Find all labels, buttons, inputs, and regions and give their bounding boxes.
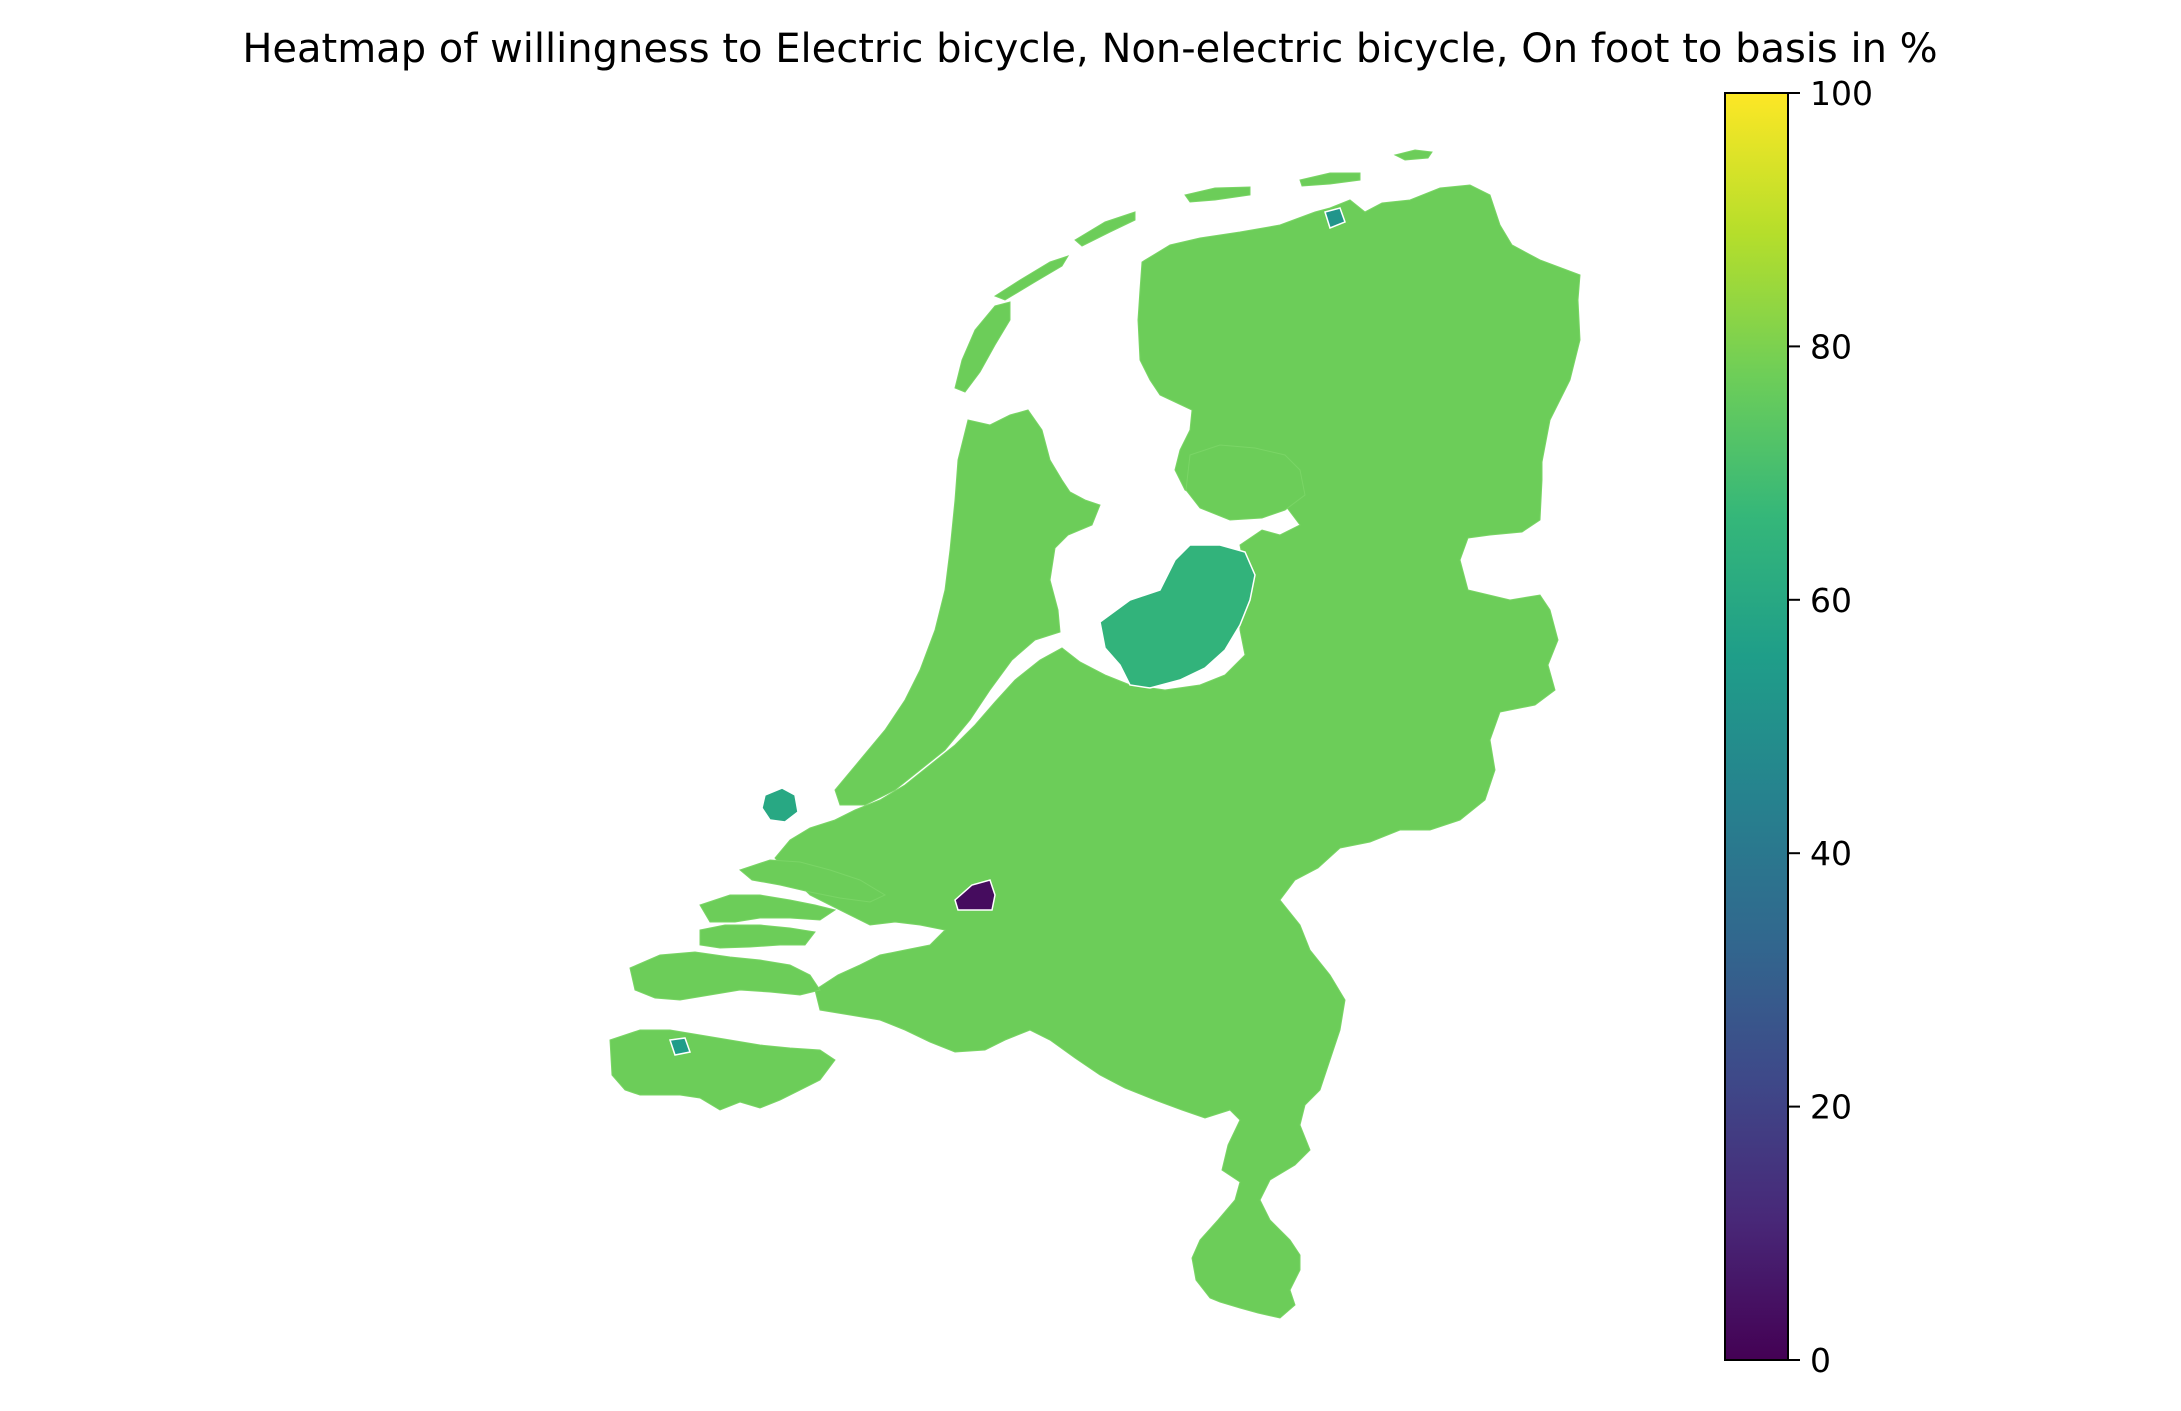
flevoland <box>1099 544 1256 689</box>
colorbar-tick-label: 100 <box>1810 74 1873 113</box>
mainland <box>774 184 1581 1319</box>
schouwen-duiveland <box>699 894 837 923</box>
colorbar-tick-label: 80 <box>1810 327 1852 366</box>
colorbar-tick-label: 20 <box>1810 1088 1852 1127</box>
ameland-island <box>1184 186 1251 203</box>
north-holland <box>834 409 1101 806</box>
rottumeroog-island <box>1393 149 1433 161</box>
dark-district <box>954 879 996 911</box>
zeeuws-vlaanderen <box>609 1029 836 1111</box>
goeree-overflakkee <box>738 859 887 903</box>
north-spot <box>1324 207 1346 229</box>
chart-title: Heatmap of willingness to Electric bicyc… <box>242 26 1937 72</box>
terschelling-island <box>1074 211 1136 247</box>
walcheren-beveland <box>629 951 821 1001</box>
netherlands-map <box>609 149 1581 1319</box>
colorbar-ticks: 0 20 40 60 80 100 <box>1788 74 1873 1380</box>
noordoostpolder <box>1185 444 1306 521</box>
colorbar-gradient <box>1724 92 1789 1361</box>
texel-island <box>954 301 1011 393</box>
noord-beveland <box>699 924 816 949</box>
colorbar: 0 20 40 60 80 100 <box>1724 74 1873 1380</box>
zeeland-spot <box>669 1037 691 1056</box>
rotterdam-port-area <box>761 787 799 823</box>
colorbar-tick-label: 0 <box>1810 1341 1831 1380</box>
vlieland-island <box>993 255 1070 301</box>
colorbar-tick-label: 40 <box>1810 834 1852 873</box>
colorbar-tick-label: 60 <box>1810 581 1852 620</box>
schiermonnikoog-island <box>1299 172 1361 187</box>
